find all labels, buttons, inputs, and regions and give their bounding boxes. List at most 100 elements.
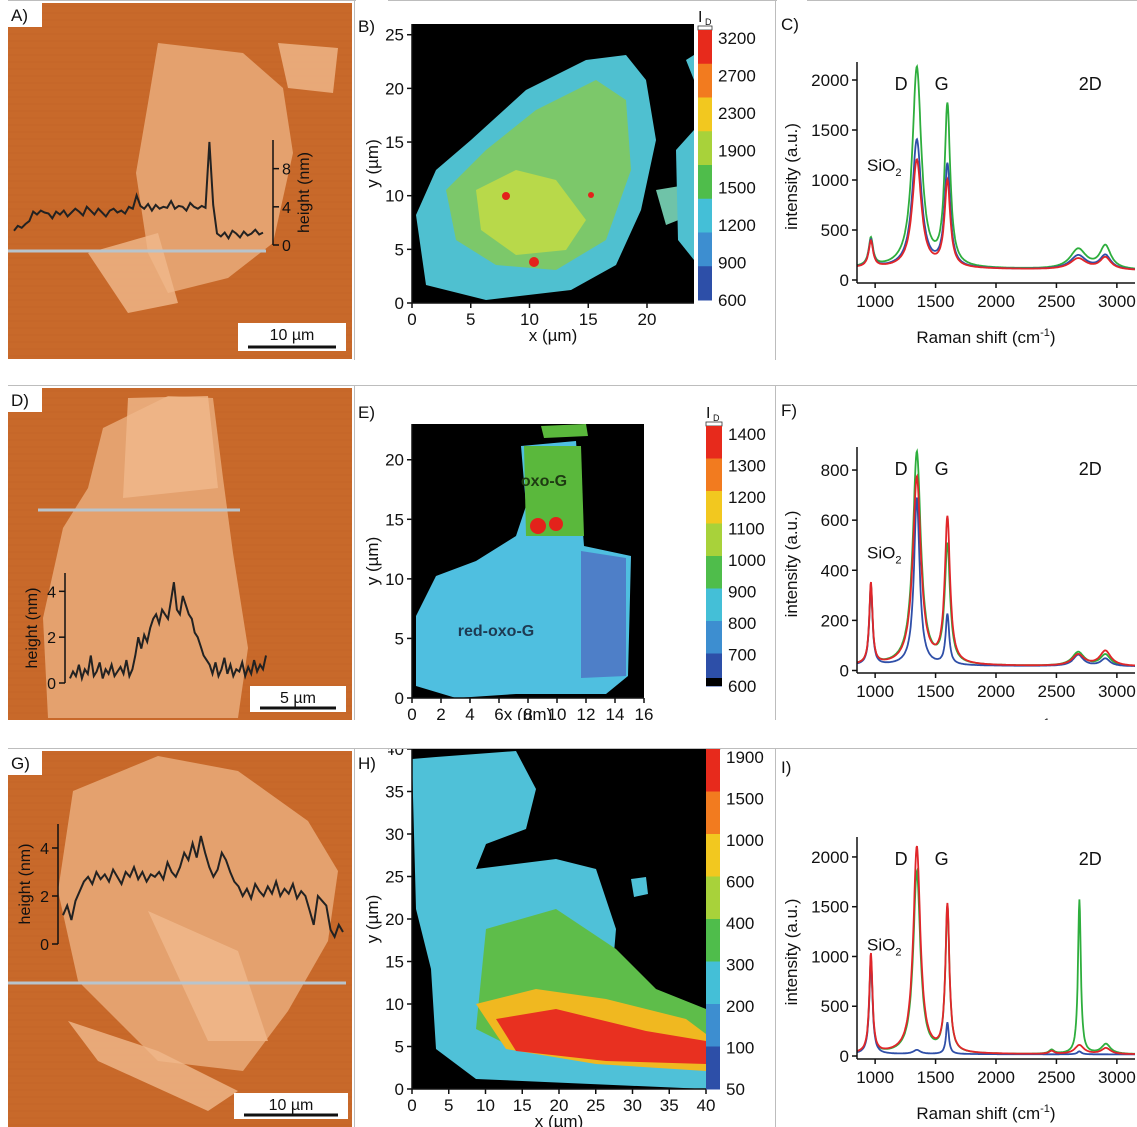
y-axis-label: y (µm)	[363, 139, 382, 188]
height-profile	[13, 141, 264, 241]
colorbar-tick-label: 1200	[718, 216, 756, 235]
y-tick-label: 0	[840, 661, 849, 680]
x-axis-label: x (µm)	[529, 326, 578, 345]
y-tick-label: 200	[821, 611, 849, 630]
graphene-flake-fragment	[123, 396, 218, 498]
colorbar-segment	[706, 961, 720, 1005]
colorbar-tick-label: 1900	[718, 141, 756, 160]
map-hotspot	[530, 518, 546, 534]
x-tick-label: 5	[466, 310, 475, 329]
colorbar-segment	[706, 458, 722, 492]
afm-image-g: 0 2 4 height (nm) G) 10 µm	[8, 751, 352, 1127]
x-tick-label: 2	[436, 705, 445, 720]
sio2-label: SiO2	[867, 936, 901, 959]
x-tick-label: 30	[623, 1096, 642, 1115]
x-tick-label: 10	[548, 705, 567, 720]
panel-label: D)	[11, 391, 29, 410]
map-annotation-red-oxo-g: red-oxo-G	[458, 623, 534, 640]
y-tick-label: 2000	[811, 848, 849, 867]
x-tick-label: 3000	[1098, 682, 1136, 701]
x-tick-label: 20	[550, 1096, 569, 1115]
y-tick-label: 35	[385, 783, 404, 802]
map-region	[496, 1009, 706, 1064]
y-tick-label: 600	[821, 511, 849, 530]
graphene-flake-fragment	[88, 233, 178, 313]
raman-spectrum-f: 1000 1500 2000 2500 3000 0 200 400 600 800 intensi…	[777, 386, 1136, 720]
colorbar-segment	[706, 621, 722, 654]
height-tick-label: 4	[40, 841, 49, 858]
y-tick-label: 10	[385, 995, 404, 1014]
peak-label-d: D	[895, 849, 908, 869]
x-tick-label: 1000	[856, 292, 894, 311]
x-tick-label: 2000	[977, 682, 1015, 701]
y-tick-label: 500	[821, 997, 849, 1016]
x-tick-label: 15	[513, 1096, 532, 1115]
y-tick-label: 20	[385, 910, 404, 929]
raman-map-b: 0 5 10 15 20 0 5 10 15 20 25 x (µm) y (µm) 3200 2700 23…	[356, 0, 756, 345]
height-axis-label: height (nm)	[17, 844, 34, 925]
colorbar-segment	[698, 30, 712, 65]
x-tick-label: 1500	[917, 682, 955, 701]
panel-label-box	[356, 386, 388, 410]
x-tick-label: 1500	[917, 292, 955, 311]
graphene-flake	[58, 756, 338, 1071]
map-intensity-regions	[416, 424, 631, 698]
colorbar-segment	[698, 63, 712, 98]
y-tick-label: 2000	[811, 71, 849, 90]
spectrum-line-red	[857, 845, 1135, 1055]
graphene-flake-fragment	[278, 43, 338, 93]
panel-label-box	[777, 386, 807, 410]
peak-label-d: D	[895, 459, 908, 479]
y-axis-label: intensity (a.u.)	[782, 899, 801, 1006]
colorbar-title: I	[698, 9, 702, 26]
panel-label-box	[8, 751, 42, 775]
y-tick-label: 400	[821, 561, 849, 580]
colorbar-segment	[706, 556, 722, 589]
colorbar-segment	[706, 588, 722, 622]
y-axis-label: intensity (a.u.)	[782, 123, 801, 230]
raman-spectrum-i: 1000 1500 2000 2500 3000 0 500 1000 1500 2000 inte…	[777, 749, 1136, 1123]
scale-bar-label: 5 µm	[280, 690, 316, 707]
map-region	[476, 170, 586, 255]
spectrum-line-red	[857, 157, 1135, 271]
x-axis-label: Raman shift (cm-1)	[916, 1103, 1055, 1123]
colorbar-segment	[706, 491, 722, 524]
peak-label-g: G	[935, 849, 949, 869]
y-tick-label: 0	[840, 271, 849, 290]
colorbar-segment	[698, 232, 712, 267]
colorbar-title-subscript: D	[713, 413, 720, 423]
y-tick-label: 10	[385, 187, 404, 206]
y-tick-label: 15	[385, 953, 404, 972]
y-axis-label: y (µm)	[363, 895, 382, 944]
x-tick-label: 15	[579, 310, 598, 329]
map-region	[581, 551, 626, 678]
x-tick-label: 2500	[1038, 1068, 1076, 1087]
colorbar-segment	[698, 97, 712, 132]
x-tick-label: 10	[476, 1096, 495, 1115]
height-tick-label: 4	[282, 200, 291, 217]
spectrum-line-blue	[857, 497, 1135, 668]
peak-label-g: G	[935, 74, 949, 94]
colorbar-tick-label: 1000	[726, 831, 764, 850]
panel-label-box	[356, 0, 388, 24]
spectrum-plot-area	[857, 845, 1135, 1056]
y-tick-label: 0	[395, 294, 404, 313]
scale-bar-label: 10 µm	[269, 1097, 314, 1114]
colorbar-tick-label: 800	[728, 614, 756, 633]
height-tick-label: 0	[47, 676, 56, 693]
x-tick-label: 1500	[917, 1068, 955, 1087]
x-tick-label: 0	[407, 705, 416, 720]
y-tick-label: 15	[385, 510, 404, 529]
colorbar-tick-label: 300	[726, 956, 754, 975]
panel-label-box	[777, 0, 807, 24]
colorbar-segment	[698, 266, 712, 301]
map-annotation-oxo-g: oxo-G	[521, 473, 567, 490]
map-hotspot	[588, 192, 594, 198]
colorbar-tick-label: 3200	[718, 29, 756, 48]
spectrum-line-red	[857, 473, 1135, 667]
y-tick-label: 1500	[811, 121, 849, 140]
y-axis-label: intensity (a.u.)	[782, 511, 801, 618]
peak-label-d: D	[895, 74, 908, 94]
colorbar-tick-label: 700	[728, 646, 756, 665]
colorbar-segment	[698, 165, 712, 200]
